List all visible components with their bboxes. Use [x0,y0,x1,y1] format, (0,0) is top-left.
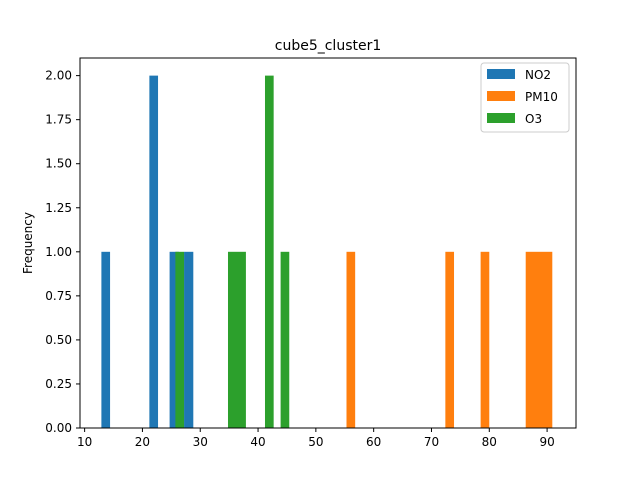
x-tick-label: 60 [366,435,381,449]
bar-pm10-3 [525,251,553,428]
x-tick-label: 20 [135,435,150,449]
bar-pm10-0 [346,251,356,428]
bar-o3-1 [227,251,246,428]
y-tick-label: 0.25 [45,377,72,391]
x-tick-label: 50 [308,435,323,449]
bar-no2-1 [149,75,159,428]
chart-title: cube5_cluster1 [275,38,382,54]
y-tick-label: 1.50 [45,157,72,171]
x-tick-label: 10 [77,435,92,449]
legend-swatch-pm10 [487,91,515,101]
bar-pm10-1 [445,251,455,428]
bar-no2-2 [169,251,179,428]
axes-group: 10 20 30 40 50 60 70 80 90 0.00 0.25 0.50 0.75 1.00 1.… [45,57,577,449]
bar-no2-3 [184,251,194,428]
x-tick-label: 70 [424,435,439,449]
bar-o3-0 [175,251,185,428]
legend-label-no2: NO2 [525,68,551,82]
y-tick-label: 1.75 [45,113,72,127]
x-tick-label: 40 [250,435,265,449]
legend-label-pm10: PM10 [525,90,558,104]
y-tick-label: 0.75 [45,289,72,303]
plot-frame [79,57,577,429]
y-tick-label: 2.00 [45,69,72,83]
y-axis-label: Frequency [21,212,35,274]
x-tick-label: 90 [539,435,554,449]
y-tick-label: 0.50 [45,333,72,347]
bar-o3-3 [280,251,290,428]
legend-swatch-no2 [487,69,515,79]
y-tick-label: 0.00 [45,421,72,435]
bar-no2-0 [101,251,111,428]
bar-o3-2 [264,75,274,428]
legend-label-o3: O3 [525,112,542,126]
x-tick-label: 80 [482,435,497,449]
y-tick-label: 1.00 [45,245,72,259]
bar-pm10-2 [480,251,490,428]
bars-group [101,75,553,428]
y-tick-label: 1.25 [45,201,72,215]
legend: NO2 PM10 O3 [480,62,570,133]
legend-swatch-o3 [487,113,515,123]
x-tick-label: 30 [193,435,208,449]
